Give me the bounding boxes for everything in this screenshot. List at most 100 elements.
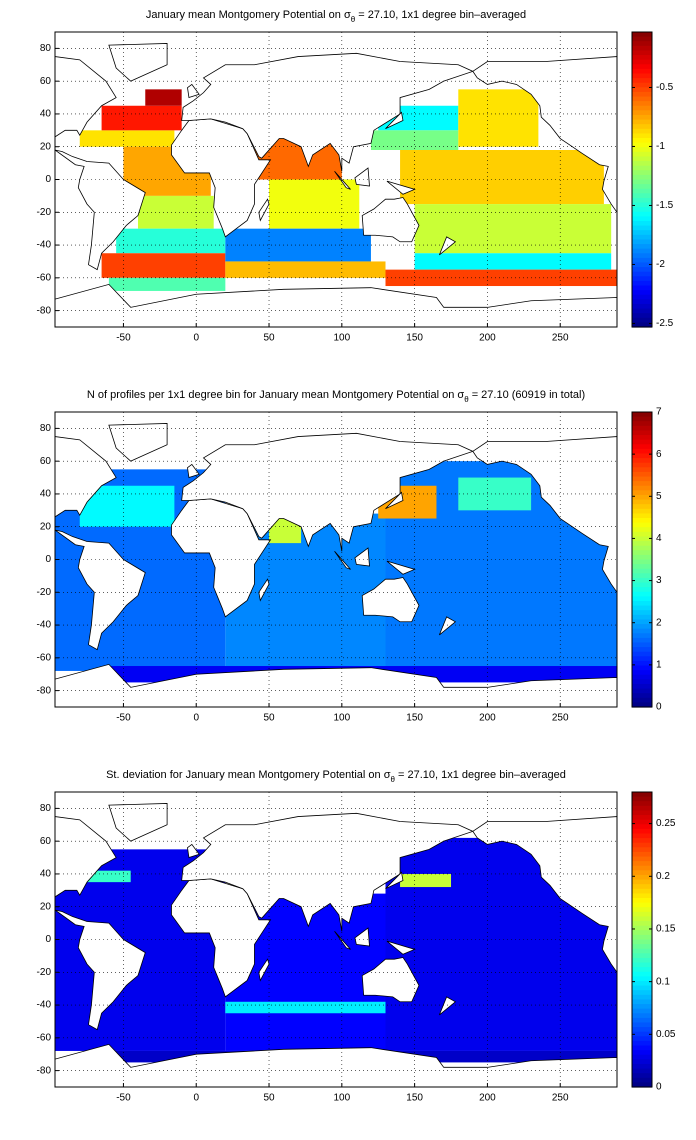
x-tick-label: 200 (479, 333, 496, 344)
y-tick-label: 40 (40, 109, 52, 120)
colorbar-step (632, 142, 652, 148)
colorbar-step (632, 267, 652, 273)
colorbar-step (632, 453, 652, 459)
colorbar-step (632, 234, 652, 241)
y-tick-label: -60 (37, 1032, 52, 1043)
axes-frame (54, 31, 618, 328)
chart-title: N of profiles per 1x1 degree bin for Jan… (87, 389, 585, 404)
colorbar-step (632, 124, 652, 130)
colorbar-step (632, 939, 652, 945)
title-text: N of profiles per 1x1 degree bin for Jan… (87, 389, 465, 401)
data-cell (385, 269, 617, 287)
colorbar-step (632, 439, 652, 445)
colorbar-step (632, 870, 652, 876)
colorbar-step (632, 271, 652, 277)
colorbar-tick-label: -0.5 (656, 82, 674, 93)
colorbar-step (632, 1004, 652, 1010)
x-tick-label: 200 (479, 713, 496, 724)
colorbar-frame (631, 31, 653, 328)
colorbar-step (632, 614, 652, 621)
colorbar-step (632, 412, 652, 418)
colorbar-step (632, 322, 652, 328)
colorbar-step (632, 587, 652, 593)
colorbar-step (632, 188, 652, 194)
colorbar-step (632, 485, 652, 491)
x-tick-label: 200 (479, 1093, 496, 1104)
colorbar-step (632, 462, 652, 468)
colorbar-step (632, 425, 652, 432)
colorbar-step (632, 499, 652, 505)
land (55, 149, 146, 271)
land (334, 171, 351, 190)
colorbar-step (632, 87, 652, 93)
colorbar-step (632, 651, 652, 657)
colorbar-step (632, 801, 652, 807)
colorbar-tick-label: 0.2 (656, 871, 670, 882)
land (55, 663, 617, 707)
colorbar-step (632, 861, 652, 867)
data-cell (225, 1001, 386, 1014)
colorbar-step (632, 170, 652, 176)
data-cell (108, 277, 226, 291)
land (361, 957, 420, 1003)
land (334, 551, 351, 570)
colorbar-step (632, 32, 652, 38)
colorbar-step (632, 165, 652, 171)
colorbar-step (632, 564, 652, 570)
colorbar-step (632, 902, 652, 908)
colorbar-step (632, 967, 652, 973)
colorbar-step (632, 545, 652, 551)
colorbar-tick-label: 0.1 (656, 976, 670, 987)
land (258, 578, 270, 602)
land (472, 56, 617, 213)
land (354, 547, 370, 567)
colorbar-step (632, 828, 652, 835)
colorbar-tick-label: 7 (656, 407, 662, 418)
colorbar-step (632, 299, 652, 305)
colorbar-step (632, 842, 652, 848)
colorbar-step (632, 637, 652, 644)
colorbar-step (632, 1022, 652, 1028)
title-subscript: θ (390, 775, 395, 784)
colorbar-step (632, 444, 652, 450)
colorbar-step (632, 999, 652, 1005)
colorbar-step (632, 64, 652, 70)
colorbar-step (632, 911, 652, 918)
colorbar-step (632, 220, 652, 227)
x-tick-label: 0 (193, 1093, 199, 1104)
colorbar-tick-label: -1.5 (656, 200, 674, 211)
x-tick-label: 250 (552, 1093, 569, 1104)
colorbar-step (632, 550, 652, 556)
colorbar-step (632, 421, 652, 427)
colorbar-tick-label: 4 (656, 533, 662, 544)
colorbar-step (632, 471, 652, 478)
chart-title: St. deviation for January mean Montgomer… (106, 769, 566, 784)
colorbar-step (632, 596, 652, 602)
colorbar-step (632, 59, 652, 65)
data-cell (225, 228, 371, 262)
colorbar-tick-label: 0 (656, 1082, 662, 1093)
colorbar-step (632, 792, 652, 798)
colorbar-step (632, 257, 652, 264)
colorbar-step (632, 133, 652, 139)
colorbar-step (632, 96, 652, 102)
colorbar-step (632, 41, 652, 47)
y-tick-label: -80 (37, 1065, 52, 1076)
x-tick-label: 50 (263, 333, 275, 344)
colorbar-step (632, 619, 652, 625)
land (187, 463, 200, 479)
colorbar-step (632, 262, 652, 268)
colorbar-step (632, 577, 652, 584)
title-text: January mean Montgomery Potential on σ (146, 9, 351, 21)
colorbar-step (632, 184, 652, 190)
y-tick-label: -80 (37, 305, 52, 316)
title-subscript: θ (351, 15, 356, 24)
colorbar-step (632, 1031, 652, 1037)
colorbar-step (632, 91, 652, 98)
colorbar-step (632, 430, 652, 436)
colorbar-step (632, 211, 652, 217)
land (385, 871, 404, 890)
colorbar-step (632, 605, 652, 611)
title-text: St. deviation for January mean Montgomer… (106, 769, 391, 781)
